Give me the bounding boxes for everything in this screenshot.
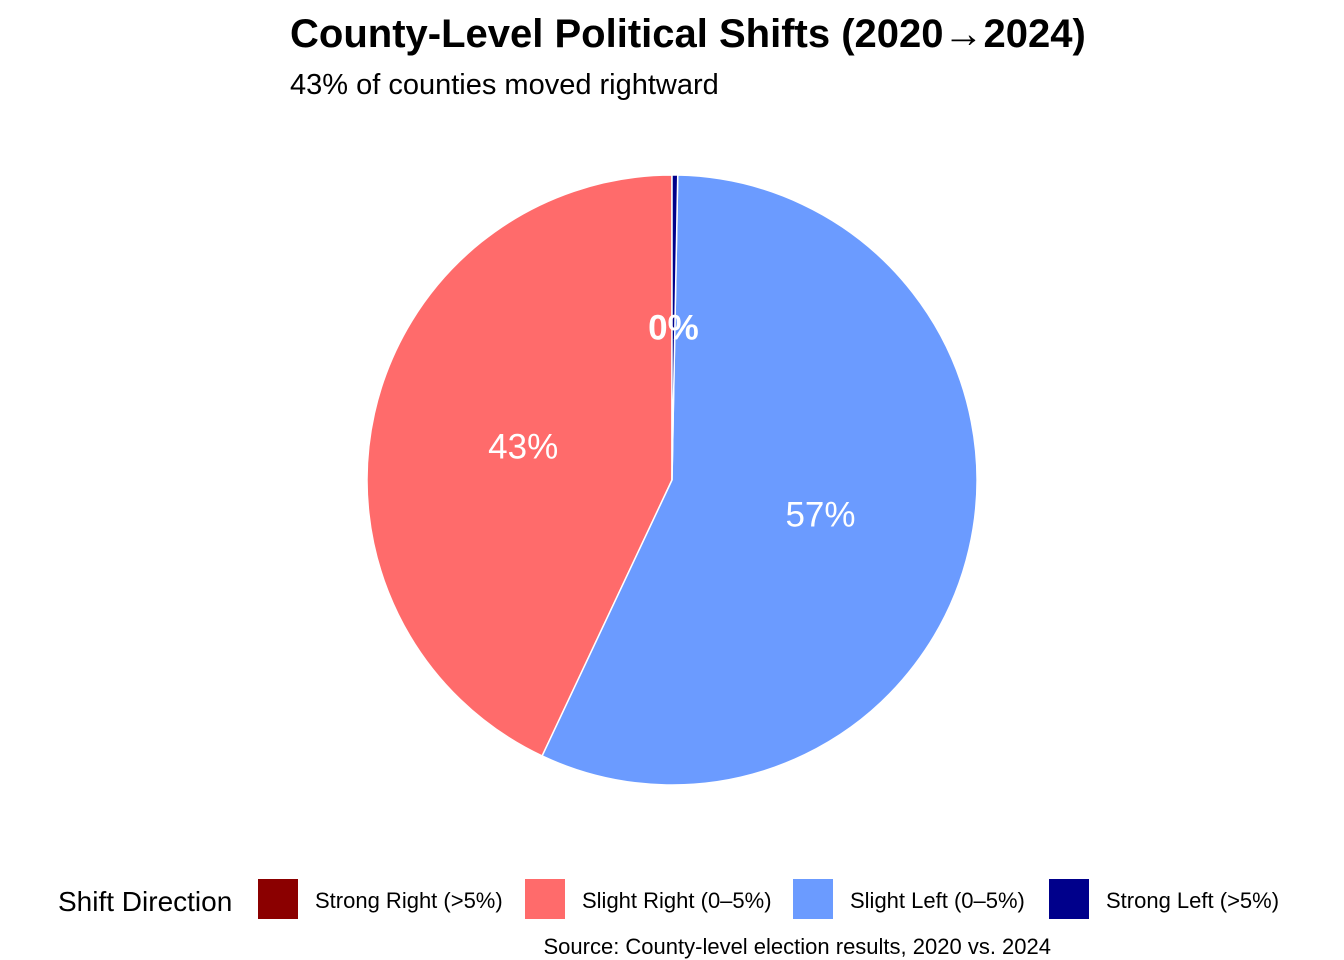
- pie-slice-1: [366, 174, 673, 757]
- pie-slices: [366, 174, 978, 786]
- slice-label-3: 0%: [648, 309, 699, 348]
- pie-slice-2: [541, 174, 978, 786]
- legend-key-1: [525, 879, 565, 919]
- legend-label-2: Slight Left (0–5%): [850, 888, 1025, 913]
- chart-caption: Source: County-level election results, 2…: [543, 934, 1051, 959]
- pie-slice-3: [671, 174, 679, 481]
- legend-key-0: [258, 879, 298, 919]
- legend-label-1: Slight Right (0–5%): [582, 888, 772, 913]
- slice-label-1: 43%: [488, 428, 558, 467]
- legend-title: Shift Direction: [58, 886, 232, 917]
- legend: Shift Direction Strong Right (>5%) Slight…: [58, 879, 1279, 919]
- legend-key-2: [793, 879, 833, 919]
- slice-labels: 43% 57% 0%: [488, 309, 855, 535]
- legend-key-3: [1049, 879, 1089, 919]
- legend-label-3: Strong Left (>5%): [1106, 888, 1279, 913]
- slice-label-2: 57%: [785, 496, 855, 535]
- chart-title: County-Level Political Shifts (2020→2024…: [290, 12, 1086, 56]
- legend-label-0: Strong Right (>5%): [315, 888, 503, 913]
- chart-subtitle: 43% of counties moved rightward: [290, 69, 719, 101]
